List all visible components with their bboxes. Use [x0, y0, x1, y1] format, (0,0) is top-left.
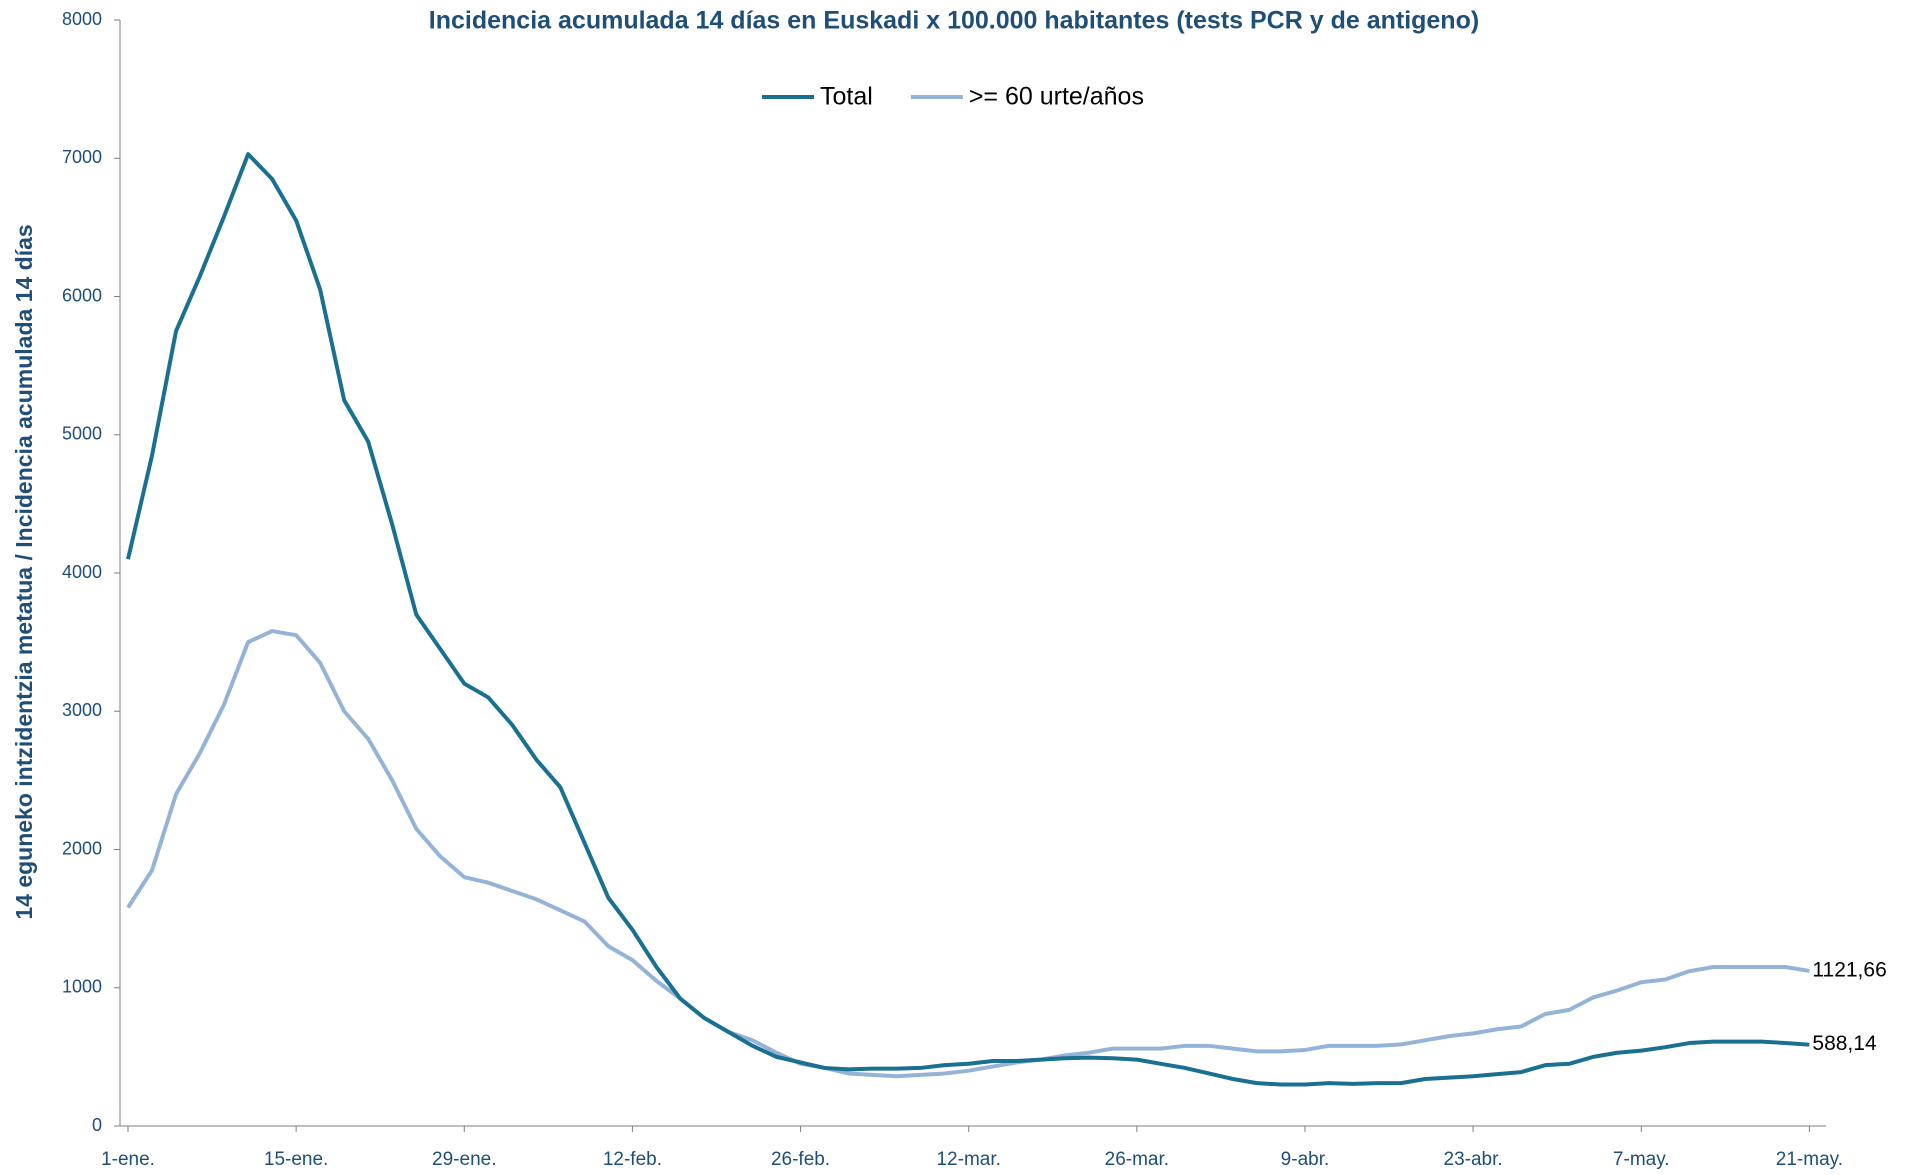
value-label: 1121,66	[1812, 958, 1886, 981]
series-line	[126, 152, 1810, 1087]
y-tick-label: 4000	[62, 562, 102, 582]
x-tick-label: 21-may.	[1776, 1149, 1843, 1170]
y-tick-label: 5000	[62, 424, 102, 444]
legend-label: >= 60 urte/años	[969, 83, 1144, 111]
y-tick-label: 1000	[62, 977, 102, 997]
y-tick-label: 0	[92, 1115, 102, 1135]
x-tick-label: 26-mar.	[1105, 1149, 1169, 1170]
x-tick-label: 12-feb.	[603, 1149, 662, 1170]
x-tick-label: 23-abr.	[1444, 1149, 1503, 1170]
x-tick-label: 15-ene.	[264, 1149, 328, 1170]
chart-title: Incidencia acumulada 14 días en Euskadi …	[429, 7, 1479, 35]
x-tick-label: 7-may.	[1613, 1149, 1670, 1170]
value-label: 588,14	[1812, 1032, 1877, 1055]
y-tick-label: 6000	[62, 285, 102, 305]
x-tick-label: 1-ene.	[101, 1149, 155, 1170]
y-tick-label: 8000	[62, 9, 102, 29]
x-tick-label: 12-mar.	[936, 1149, 1000, 1170]
series-line	[126, 629, 1810, 1079]
x-tick-label: 9-abr.	[1281, 1149, 1330, 1170]
y-axis-label: 14 eguneko intzidentzia metatua / Incide…	[11, 224, 37, 919]
x-tick-label: 26-feb.	[771, 1149, 830, 1170]
legend-label: Total	[820, 83, 873, 111]
y-tick-label: 7000	[62, 147, 102, 167]
y-tick-label: 3000	[62, 700, 102, 720]
y-tick-label: 2000	[62, 838, 102, 858]
x-tick-label: 29-ene.	[432, 1149, 496, 1170]
